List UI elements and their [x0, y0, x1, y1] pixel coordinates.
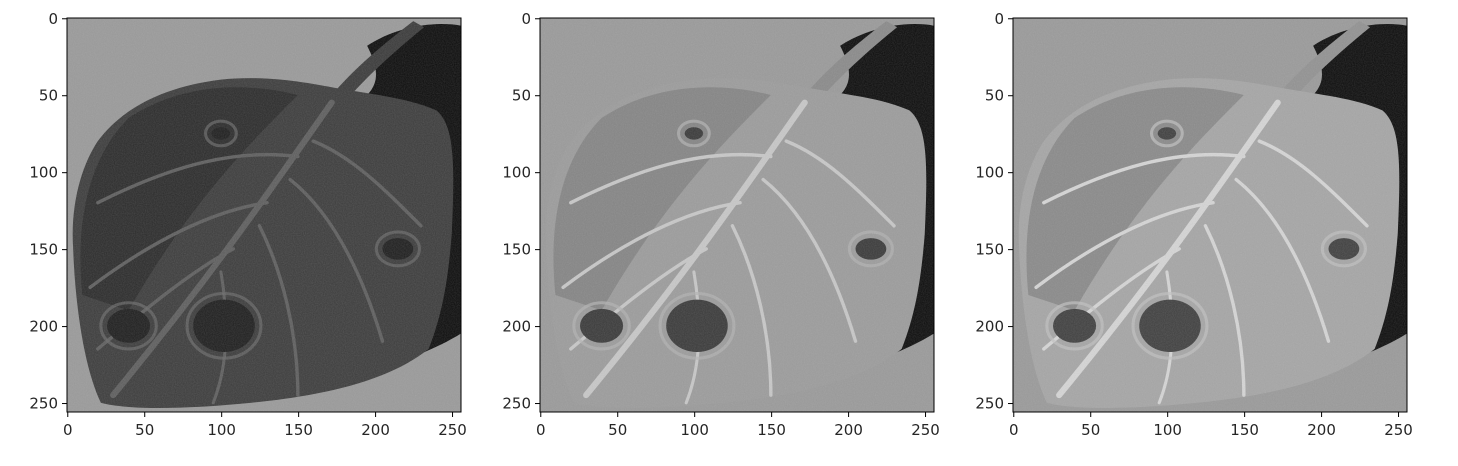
- leaf-image: [67, 18, 461, 412]
- image-panel-1: 0 50 100 150 200 250 0 50 100 150 200 250: [29, 10, 466, 439]
- x-tick-label: 200: [834, 421, 863, 439]
- x-tick-label: 100: [1153, 421, 1182, 439]
- y-tick-label: 150: [502, 241, 531, 259]
- x-tick-label: 50: [1081, 421, 1100, 439]
- x-tick-label: 200: [1307, 421, 1336, 439]
- leaf-image: [1013, 18, 1407, 412]
- y-tick-label: 250: [502, 395, 531, 413]
- x-tick-label: 250: [911, 421, 940, 439]
- axes-frame: [66, 17, 462, 413]
- y-tick-label: 50: [39, 87, 58, 105]
- y-tick-label: 50: [512, 87, 531, 105]
- x-tick-label: 50: [135, 421, 154, 439]
- x-tick-label: 150: [284, 421, 313, 439]
- y-tick-label: 100: [29, 164, 58, 182]
- y-tick-label: 200: [29, 318, 58, 336]
- image-grain: [67, 18, 461, 412]
- x-tick-label: 0: [536, 421, 546, 439]
- x-tick-label: 250: [438, 421, 467, 439]
- x-tick-label: 150: [757, 421, 786, 439]
- x-tick-label: 250: [1384, 421, 1413, 439]
- y-tick-label: 0: [521, 10, 531, 28]
- x-tick-label: 100: [207, 421, 236, 439]
- x-tick-label: 0: [63, 421, 73, 439]
- y-tick-label: 200: [502, 318, 531, 336]
- image-grain: [1013, 18, 1407, 412]
- image-panel-3: 0 50 100 150 200 250 0 50 100 150 200 250: [975, 10, 1412, 439]
- leaf-image: [540, 18, 934, 412]
- axes-frame: [1012, 17, 1408, 413]
- y-tick-label: 50: [985, 87, 1004, 105]
- y-tick-label: 150: [29, 241, 58, 259]
- y-tick-label: 250: [29, 395, 58, 413]
- image-grain: [540, 18, 934, 412]
- image-panel-2: 0 50 100 150 200 250 0 50 100 150 200 250: [502, 10, 939, 439]
- x-tick-label: 150: [1230, 421, 1259, 439]
- y-tick-label: 100: [975, 164, 1004, 182]
- y-tick-label: 0: [48, 10, 58, 28]
- y-tick-label: 0: [994, 10, 1004, 28]
- x-tick-label: 50: [608, 421, 627, 439]
- y-tick-label: 250: [975, 395, 1004, 413]
- y-tick-label: 200: [975, 318, 1004, 336]
- x-tick-label: 0: [1009, 421, 1019, 439]
- y-tick-label: 100: [502, 164, 531, 182]
- y-tick-label: 150: [975, 241, 1004, 259]
- x-tick-label: 100: [680, 421, 709, 439]
- axes-frame: [539, 17, 935, 413]
- x-tick-label: 200: [361, 421, 390, 439]
